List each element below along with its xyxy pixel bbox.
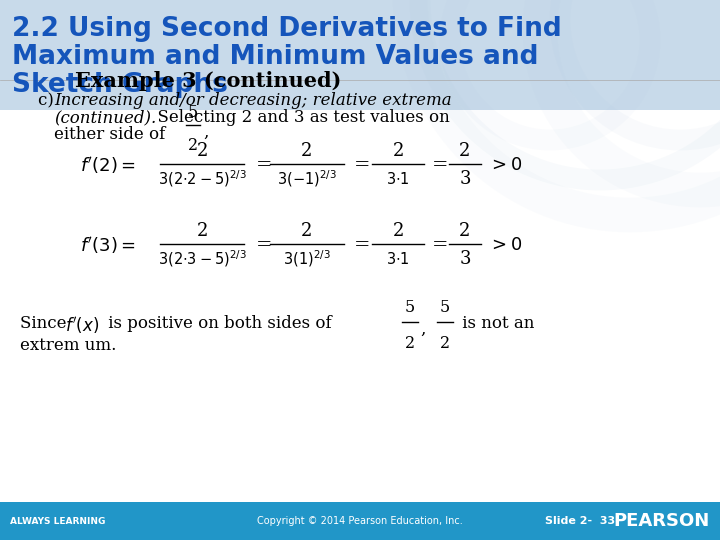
Text: $>0$: $>0$ — [488, 236, 522, 254]
Text: either side of: either side of — [54, 126, 166, 143]
Text: $3(1)^{2/3}$: $3(1)^{2/3}$ — [283, 248, 331, 269]
Text: =: = — [354, 156, 371, 174]
Text: 2: 2 — [301, 142, 312, 160]
Text: $>0$: $>0$ — [488, 156, 522, 174]
Bar — [0, 0, 720, 110]
Text: $3(-1)^{2/3}$: $3(-1)^{2/3}$ — [277, 168, 337, 190]
Text: 5: 5 — [440, 299, 450, 316]
Bar — [0, 110, 720, 502]
Text: Increasing and/or decreasing; relative extrema: Increasing and/or decreasing; relative e… — [54, 92, 451, 109]
Text: =: = — [432, 156, 449, 174]
Text: extrem um.: extrem um. — [20, 337, 117, 354]
Text: PEARSON: PEARSON — [613, 512, 710, 530]
Text: 2: 2 — [392, 222, 404, 240]
Text: (continued).: (continued). — [54, 109, 156, 126]
Text: $f'(2)=$: $f'(2)=$ — [80, 154, 136, 176]
Text: ,: , — [420, 321, 426, 338]
Text: =: = — [432, 236, 449, 254]
Text: 2: 2 — [188, 137, 198, 154]
Text: $f'(3)=$: $f'(3)=$ — [80, 234, 136, 255]
Text: Maximum and Minimum Values and: Maximum and Minimum Values and — [12, 44, 539, 70]
Text: 5: 5 — [188, 104, 198, 121]
Text: is positive on both sides of: is positive on both sides of — [103, 315, 332, 332]
Text: ALWAYS LEARNING: ALWAYS LEARNING — [10, 516, 105, 525]
Text: Selecting 2 and 3 as test values on: Selecting 2 and 3 as test values on — [147, 109, 450, 126]
Text: Copyright © 2014 Pearson Education, Inc.: Copyright © 2014 Pearson Education, Inc. — [257, 516, 463, 526]
Text: =: = — [256, 236, 272, 254]
Text: 2: 2 — [392, 142, 404, 160]
Text: 2: 2 — [459, 222, 471, 240]
Text: 2: 2 — [405, 335, 415, 352]
Text: 2.2 Using Second Derivatives to Find: 2.2 Using Second Derivatives to Find — [12, 16, 562, 42]
Text: $f'(x)$: $f'(x)$ — [65, 315, 99, 336]
Text: $3{\cdot}1$: $3{\cdot}1$ — [386, 171, 410, 187]
Text: is not an: is not an — [457, 315, 534, 332]
Text: $3{\cdot}1$: $3{\cdot}1$ — [386, 251, 410, 267]
Text: $3(2{\cdot}2-5)^{2/3}$: $3(2{\cdot}2-5)^{2/3}$ — [158, 168, 246, 190]
Text: 5: 5 — [405, 299, 415, 316]
Text: Sketch Graphs: Sketch Graphs — [12, 72, 228, 98]
Text: =: = — [354, 236, 371, 254]
Text: 2: 2 — [459, 142, 471, 160]
Bar — [0, 502, 720, 540]
Text: 2: 2 — [301, 222, 312, 240]
Text: $3(2{\cdot}3-5)^{2/3}$: $3(2{\cdot}3-5)^{2/3}$ — [158, 248, 246, 269]
Text: 3: 3 — [459, 250, 471, 268]
Text: Slide 2-  33: Slide 2- 33 — [545, 516, 615, 526]
Text: 2: 2 — [197, 142, 207, 160]
Text: Example 3 (continued): Example 3 (continued) — [75, 71, 341, 91]
Text: Since: Since — [20, 315, 72, 332]
Text: =: = — [256, 156, 272, 174]
Text: 3: 3 — [459, 170, 471, 188]
Text: c): c) — [38, 92, 59, 109]
Text: ,: , — [203, 124, 208, 141]
Text: 2: 2 — [197, 222, 207, 240]
Text: 2: 2 — [440, 335, 450, 352]
